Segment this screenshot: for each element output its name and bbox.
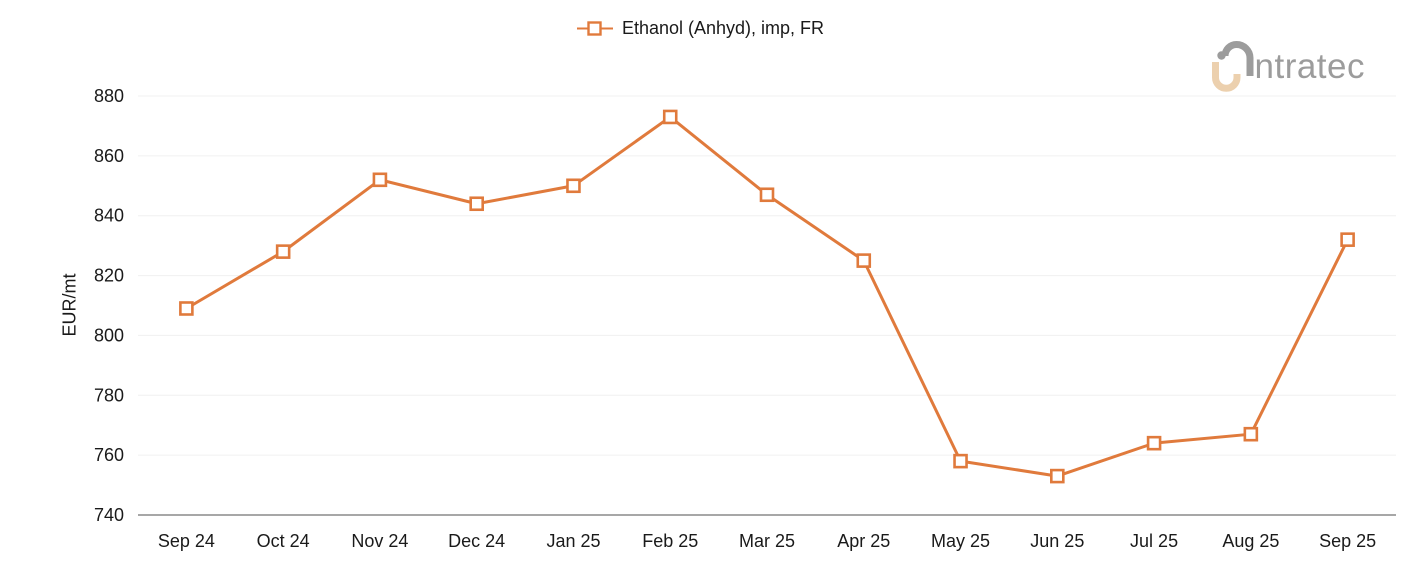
intratec-logo-icon bbox=[1211, 41, 1253, 92]
x-tick-label: Jan 25 bbox=[546, 531, 600, 551]
price-line bbox=[184, 115, 1350, 478]
data-point-marker[interactable] bbox=[856, 253, 872, 268]
x-tick-label: Sep 24 bbox=[158, 531, 215, 551]
y-tick-label: 820 bbox=[94, 266, 124, 286]
data-point-marker[interactable] bbox=[1243, 426, 1259, 442]
x-tick-label: May 25 bbox=[931, 531, 990, 551]
data-point-marker[interactable] bbox=[469, 196, 484, 212]
y-tick-label: 880 bbox=[94, 86, 124, 106]
legend-label: Ethanol (Anhyd), imp, FR bbox=[621, 18, 825, 38]
x-tick-label: Dec 24 bbox=[448, 531, 505, 551]
data-point-marker[interactable] bbox=[179, 301, 194, 316]
legend-line-marker-icon bbox=[576, 21, 613, 36]
y-tick-label: 740 bbox=[94, 505, 124, 525]
chart-legend: Ethanol (Anhyd), imp, FR bbox=[0, 18, 1401, 39]
y-tick-label: 840 bbox=[94, 206, 124, 226]
x-tick-label: Apr 25 bbox=[837, 531, 890, 551]
data-point-marker[interactable] bbox=[566, 178, 581, 194]
x-tick-label: Jul 25 bbox=[1130, 531, 1178, 551]
data-point-marker[interactable] bbox=[953, 453, 968, 469]
data-point-marker[interactable] bbox=[275, 244, 291, 259]
logo-wordmark: ntratec bbox=[1254, 47, 1365, 86]
y-tick-label: 780 bbox=[94, 385, 124, 405]
x-tick-label: Nov 24 bbox=[351, 531, 408, 551]
y-tick-label: 800 bbox=[94, 325, 124, 345]
data-point-marker[interactable] bbox=[1340, 232, 1355, 247]
intratec-logo: ntratec bbox=[1210, 41, 1366, 93]
data-point-marker[interactable] bbox=[662, 109, 678, 125]
data-point-marker[interactable] bbox=[759, 187, 775, 203]
data-point-marker[interactable] bbox=[372, 172, 388, 188]
x-tick-label: Jun 25 bbox=[1030, 531, 1084, 551]
x-tick-label: Aug 25 bbox=[1222, 531, 1279, 551]
data-point-marker[interactable] bbox=[1050, 468, 1065, 484]
y-tick-label: 860 bbox=[94, 146, 124, 166]
y-axis-title: EUR/mt bbox=[59, 273, 80, 337]
x-tick-label: Oct 24 bbox=[257, 531, 310, 551]
data-point-marker[interactable] bbox=[1146, 435, 1162, 451]
x-tick-label: Mar 25 bbox=[739, 531, 795, 551]
y-tick-label: 760 bbox=[94, 445, 124, 465]
legend-item-ethanol[interactable]: Ethanol (Anhyd), imp, FR bbox=[576, 18, 825, 39]
x-tick-label: Sep 25 bbox=[1319, 531, 1376, 551]
x-tick-label: Feb 25 bbox=[642, 531, 698, 551]
